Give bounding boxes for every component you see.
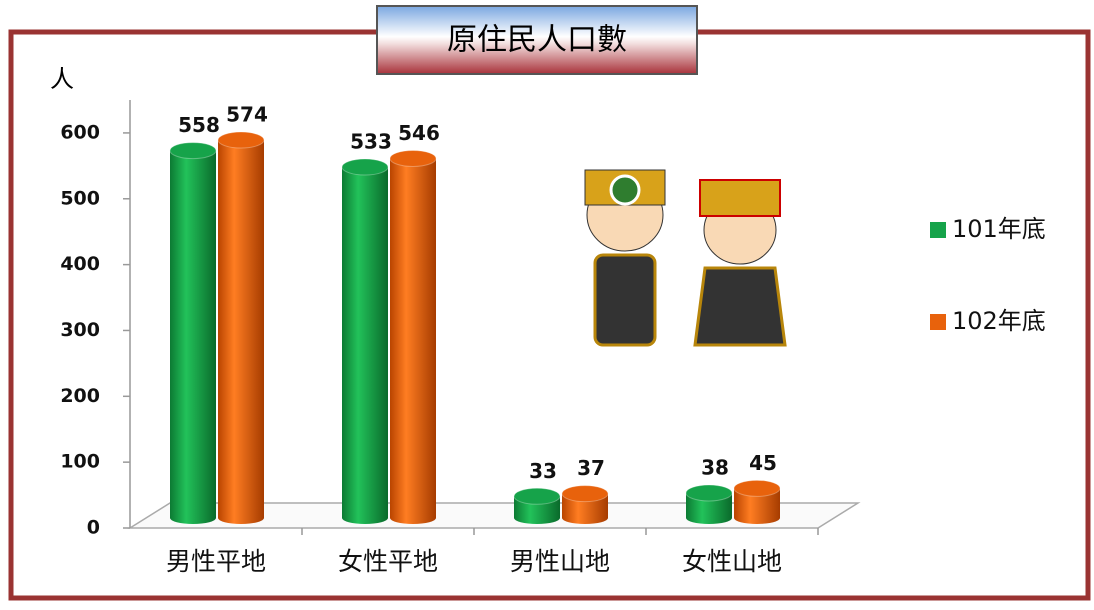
bar [390, 158, 436, 519]
bar-cap [169, 142, 217, 160]
bar-cap [217, 131, 265, 149]
x-tick-label: 男性山地 [510, 547, 610, 576]
y-tick-label: 0 [87, 517, 100, 539]
bar-base [686, 512, 732, 524]
legend-swatch [930, 314, 946, 330]
y-tick-label: 300 [60, 319, 100, 341]
value-label: 558 [178, 113, 220, 137]
bar-base [218, 512, 264, 524]
x-tick-label: 男性平地 [166, 547, 266, 576]
legend-label: 102年底 [952, 307, 1046, 335]
bar-cap [513, 487, 561, 505]
x-tick-label: 女性山地 [682, 547, 782, 576]
legend-swatch [930, 222, 946, 238]
legend-label: 101年底 [952, 215, 1046, 243]
bar-base [514, 512, 560, 524]
bar-cap [341, 158, 389, 176]
y-tick-label: 200 [60, 385, 100, 407]
x-tick-label: 女性平地 [338, 547, 438, 576]
bar-base [734, 512, 780, 524]
chart-title: 原住民人口數 [447, 23, 627, 58]
y-tick-label: 100 [60, 451, 100, 473]
value-label: 38 [701, 455, 729, 479]
bar [218, 140, 264, 518]
bar [170, 150, 216, 518]
value-label: 33 [529, 459, 557, 483]
illustration [584, 169, 787, 347]
value-label: 546 [398, 121, 440, 145]
y-tick-label: 500 [60, 187, 100, 209]
y-axis-label: 人 [50, 65, 74, 93]
floor [127, 502, 861, 529]
value-label: 574 [226, 103, 268, 127]
value-label: 533 [350, 130, 392, 154]
value-label: 45 [749, 451, 777, 475]
bar-cap [561, 485, 609, 503]
y-tick-label: 600 [60, 121, 100, 143]
bar-base [342, 512, 388, 524]
value-label: 37 [577, 456, 605, 480]
bar-base [170, 512, 216, 524]
y-tick-label: 400 [60, 253, 100, 275]
bar-base [562, 512, 608, 524]
bar-cap [389, 149, 437, 167]
bar-cap [685, 484, 733, 502]
bar [342, 167, 388, 519]
title-box [376, 5, 698, 75]
bar-base [390, 512, 436, 524]
bar-cap [733, 479, 781, 497]
